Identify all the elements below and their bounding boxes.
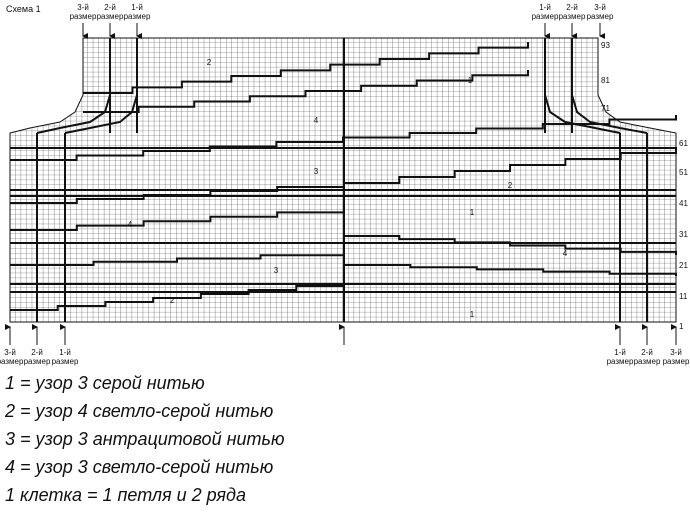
region-label: 1 xyxy=(470,208,475,217)
stair-line xyxy=(83,70,529,113)
region-label: 2 xyxy=(207,58,212,67)
size-label: размер xyxy=(587,12,614,21)
region-label: 4 xyxy=(128,220,133,229)
row-number: 31 xyxy=(679,230,688,239)
region-label: 3 xyxy=(274,266,279,275)
size-label: размер xyxy=(52,357,79,366)
row-number: 21 xyxy=(679,261,688,270)
labels: 3-йразмер2-йразмер1-йразмер1-йразмер2-йр… xyxy=(0,3,690,505)
region-label: 3 xyxy=(314,167,319,176)
size-label: размер xyxy=(634,357,661,366)
size-label: размер xyxy=(97,12,124,21)
stair-line xyxy=(10,208,345,231)
legend-line: 4 = узор 3 светло-серой нитью xyxy=(5,457,273,477)
legend-line: 1 клетка = 1 петля и 2 ряда xyxy=(5,485,246,505)
stair-line xyxy=(10,115,677,161)
row-number: 1 xyxy=(679,322,684,331)
region-label: 4 xyxy=(314,116,319,125)
size-label: 1-й xyxy=(539,3,551,12)
row-number: 61 xyxy=(679,139,688,148)
shoulder-line xyxy=(544,94,621,134)
stair-line xyxy=(344,235,677,255)
stair-line xyxy=(10,252,345,266)
region-label: 4 xyxy=(563,249,568,258)
row-number: 11 xyxy=(679,292,688,301)
size-label: 2-й xyxy=(641,348,653,357)
row-number: 51 xyxy=(679,168,688,177)
size-label: размер xyxy=(70,12,97,21)
size-label: 2-й xyxy=(104,3,116,12)
size-label: 2-й xyxy=(566,3,578,12)
stair-line xyxy=(10,282,345,311)
stair-line xyxy=(10,183,345,204)
size-label: 3-й xyxy=(4,348,16,357)
size-label: размер xyxy=(663,357,690,366)
size-label: размер xyxy=(124,12,151,21)
pattern-lines xyxy=(5,23,677,345)
legend-line: 3 = узор 3 антрацитовой нитью xyxy=(5,429,285,449)
size-label: 1-й xyxy=(131,3,143,12)
shoulder-line xyxy=(571,94,648,134)
region-label: 1 xyxy=(468,76,473,85)
row-number: 81 xyxy=(601,76,610,85)
size-label: размер xyxy=(0,357,24,366)
size-label: размер xyxy=(559,12,586,21)
size-label: 1-й xyxy=(614,348,626,357)
size-label: 3-й xyxy=(77,3,89,12)
row-number: 41 xyxy=(679,199,688,208)
shoulder-line xyxy=(36,94,111,134)
size-label: размер xyxy=(24,357,51,366)
row-number: 71 xyxy=(601,104,610,113)
size-label: 3-й xyxy=(670,348,682,357)
stair-line xyxy=(83,42,529,94)
region-label: 2 xyxy=(508,181,513,190)
region-label: 1 xyxy=(470,310,475,319)
legend-line: 2 = узор 4 светло-серой нитью xyxy=(4,401,273,421)
region-label: 2 xyxy=(170,296,175,305)
size-label: 2-й xyxy=(31,348,43,357)
stair-line xyxy=(344,264,677,276)
stair-line xyxy=(344,147,677,184)
row-number: 93 xyxy=(601,41,610,50)
scheme-title: Схема 1 xyxy=(6,4,41,14)
size-label: размер xyxy=(532,12,559,21)
size-label: размер xyxy=(607,357,634,366)
legend-line: 1 = узор 3 серой нитью xyxy=(5,373,205,393)
shoulder-line xyxy=(64,94,138,134)
size-label: 1-й xyxy=(59,348,71,357)
size-label: 3-й xyxy=(594,3,606,12)
